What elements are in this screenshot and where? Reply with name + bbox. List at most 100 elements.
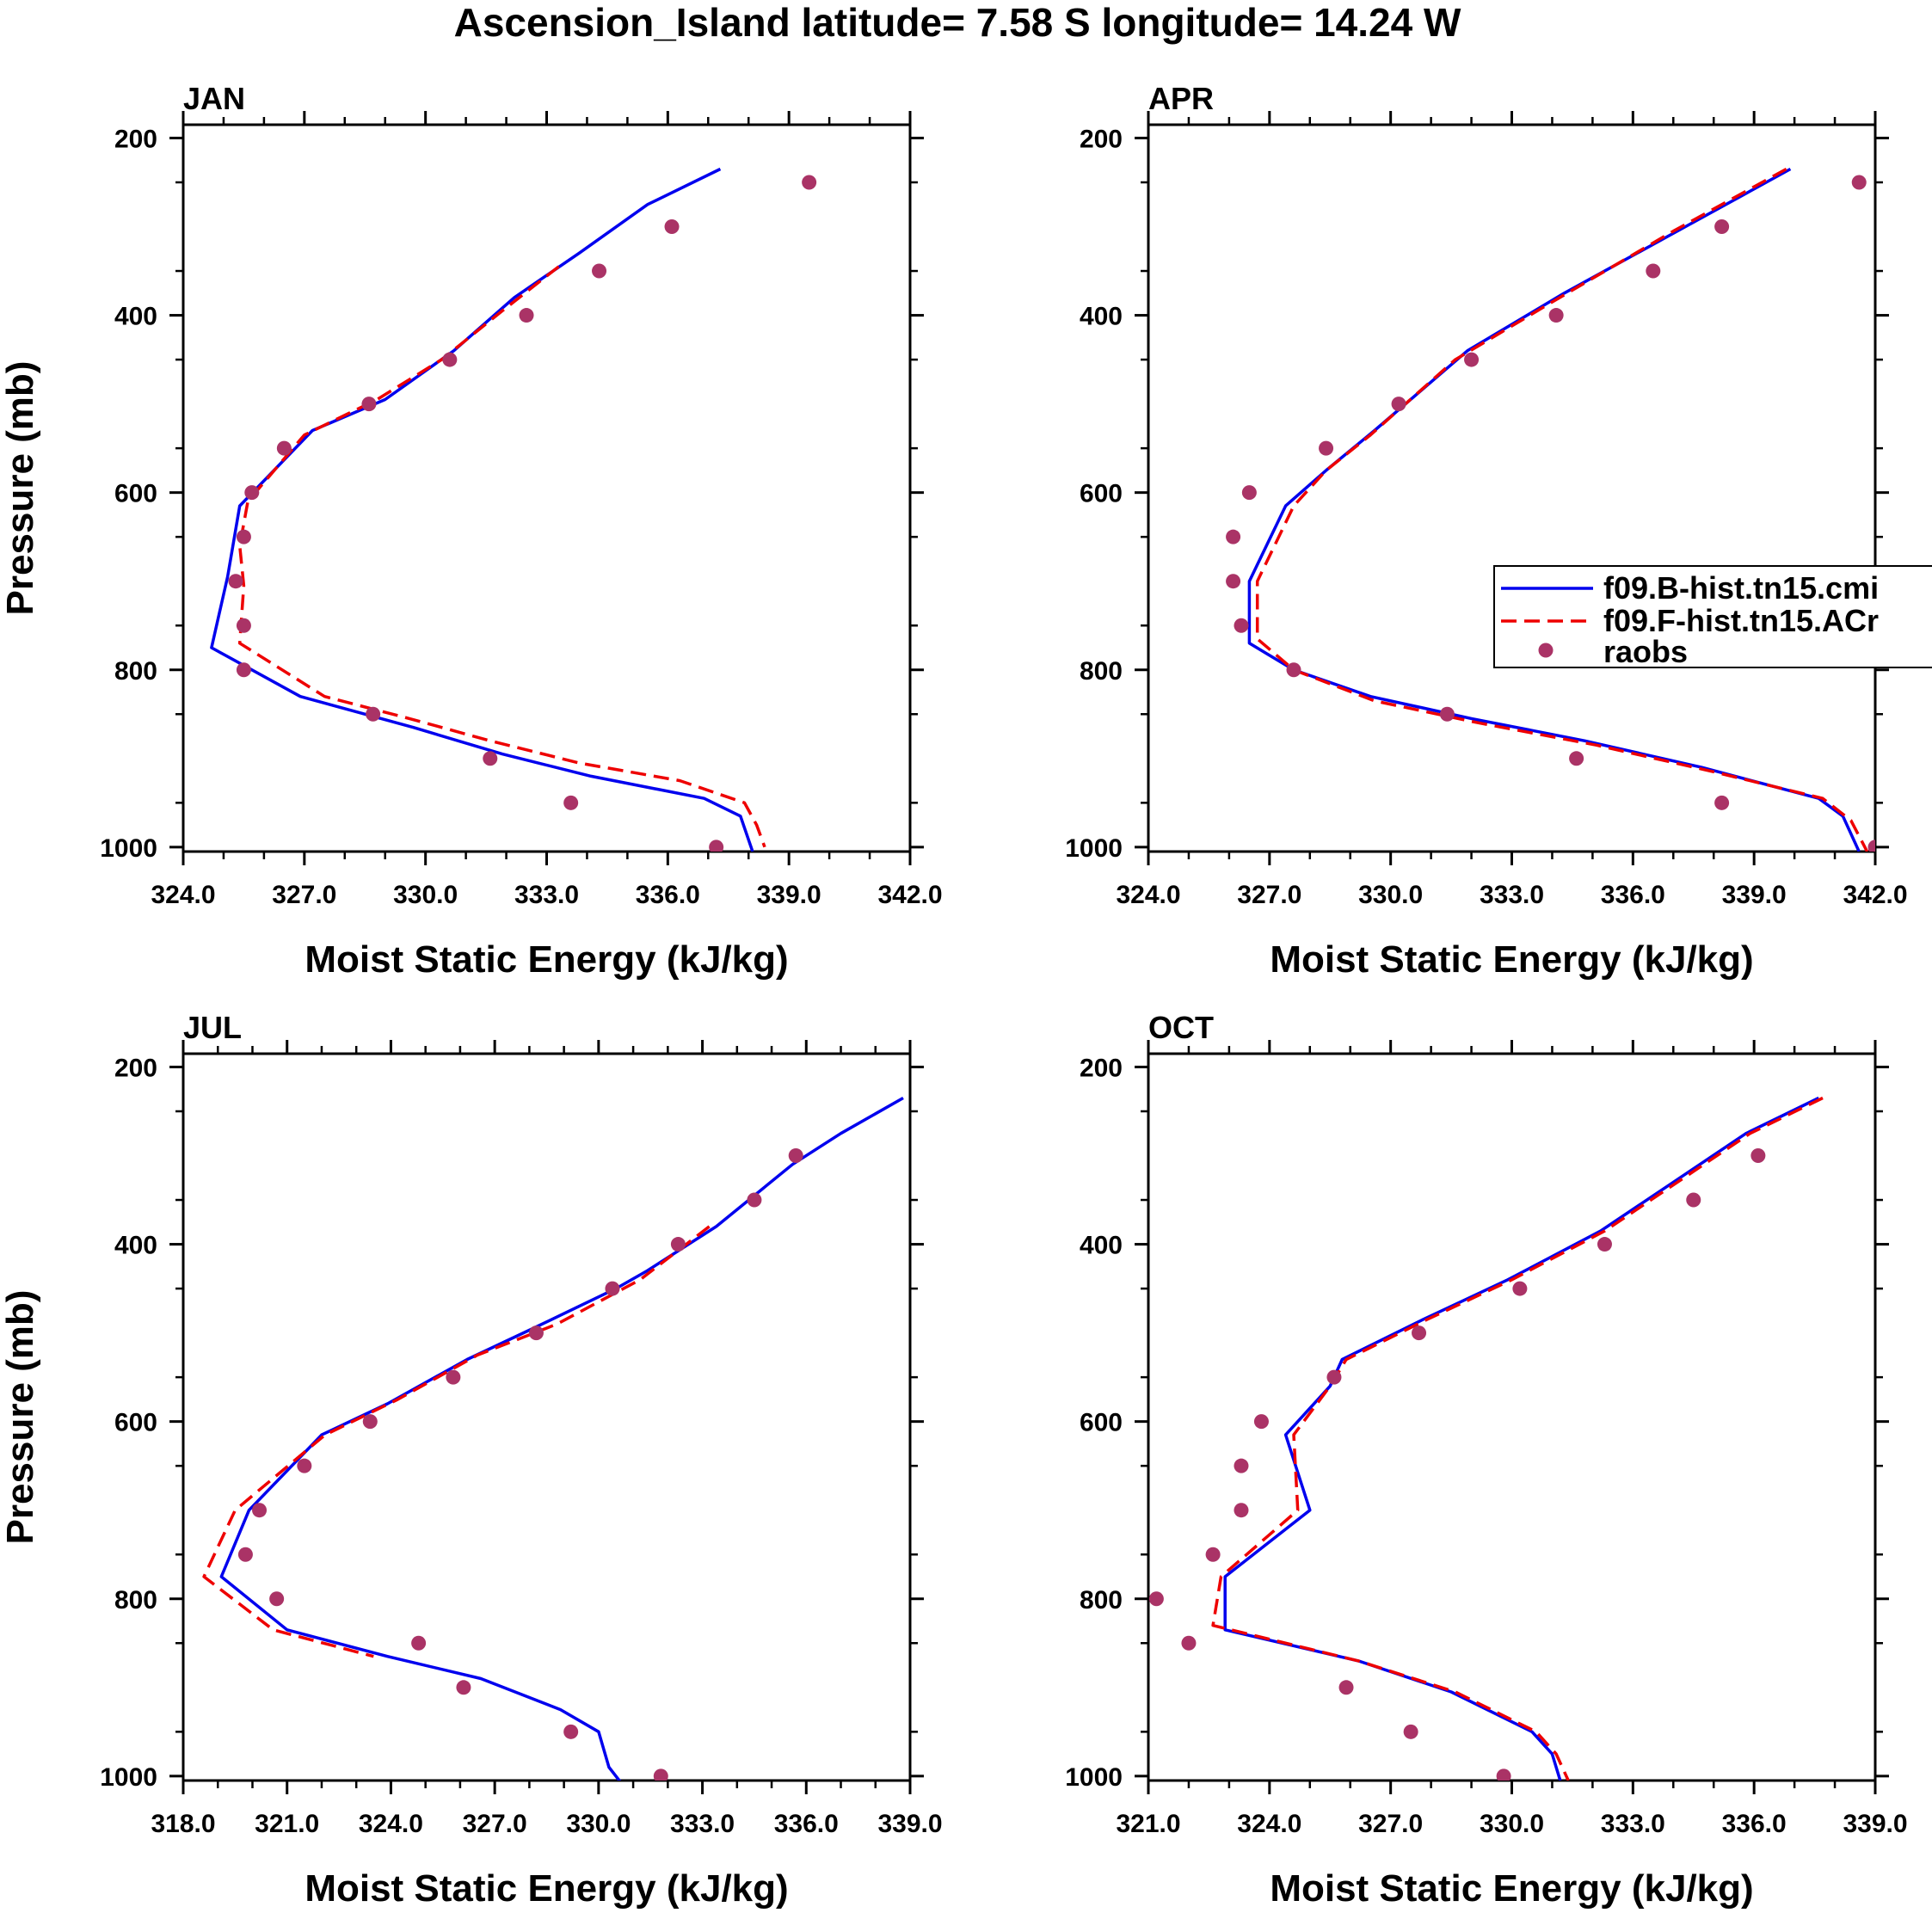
raobs-point <box>1226 529 1241 544</box>
y-tick-label: 1000 <box>1065 834 1123 863</box>
y-tick-label: 200 <box>114 125 157 153</box>
raobs-point <box>670 1237 686 1252</box>
raobs-point <box>1548 308 1564 323</box>
x-tick-label: 327.0 <box>1358 1810 1423 1838</box>
raobs-point <box>366 706 381 722</box>
x-tick-label: 333.0 <box>670 1810 735 1838</box>
y-tick-label: 600 <box>1080 1409 1123 1437</box>
x-tick-label: 336.0 <box>1601 881 1665 909</box>
raobs-point <box>1326 1369 1342 1385</box>
y-tick-label: 400 <box>1080 1232 1123 1260</box>
raobs-point <box>1205 1547 1221 1562</box>
panel-title: APR <box>1148 81 1214 116</box>
raobs-point <box>1464 352 1480 367</box>
raobs-point <box>456 1680 471 1695</box>
raobs-point <box>446 1369 461 1385</box>
raobs-point <box>1512 1281 1528 1296</box>
legend-label: f09.F-hist.tn15.ACr <box>1603 603 1879 638</box>
y-tick-label: 1000 <box>100 834 157 863</box>
raobs-point <box>236 662 251 678</box>
raobs-point <box>252 1503 268 1518</box>
chart-jul: 318.0 321.0 324.0 327.0 330.0 333.0 336.0 339.0… <box>0 1010 943 1910</box>
legend-box <box>1493 565 1932 668</box>
raobs-point <box>1750 1148 1766 1164</box>
y-tick-label: 1000 <box>1065 1763 1123 1792</box>
raobs-point <box>1597 1237 1612 1252</box>
series-group <box>202 1096 904 1781</box>
raobs-point <box>1867 840 1875 852</box>
x-tick-label: 321.0 <box>255 1810 319 1838</box>
raobs-point <box>1496 1768 1511 1781</box>
raobs-point <box>237 1547 253 1562</box>
series-raobs <box>237 1148 803 1781</box>
x-tick-label: 339.0 <box>877 1810 942 1838</box>
raobs-point <box>1686 1192 1701 1208</box>
raobs-point <box>1234 1458 1249 1473</box>
y-tick-label: 800 <box>114 657 157 686</box>
y-tick-label: 200 <box>1080 1054 1123 1082</box>
raobs-point <box>1319 440 1334 456</box>
series-group <box>1148 1096 1824 1781</box>
x-tick-label: 324.0 <box>151 881 215 909</box>
raobs-point <box>1181 1635 1197 1651</box>
raobs-point <box>1714 795 1730 810</box>
x-axis-label: Moist Static Energy (kJ/kg) <box>305 938 788 981</box>
raobs-point <box>244 485 260 501</box>
raobs-point <box>236 529 251 544</box>
x-tick-label: 339.0 <box>1843 1810 1907 1838</box>
x-tick-label: 342.0 <box>1843 881 1907 909</box>
raobs-point <box>1148 1591 1164 1607</box>
raobs-point <box>802 175 817 190</box>
raobs-point <box>442 352 458 367</box>
series-f09-f-hist-tn15-acr <box>237 265 766 848</box>
x-tick-label: 333.0 <box>514 881 579 909</box>
chart-jan: 324.0 327.0 330.0 333.0 336.0 339.0 342.0 200 40… <box>0 81 943 981</box>
raobs-point <box>747 1192 762 1208</box>
y-tick-label: 400 <box>1080 303 1123 331</box>
legend-label: f09.B-hist.tn15.cmi <box>1603 570 1879 606</box>
x-tick-label: 321.0 <box>1116 1810 1180 1838</box>
x-tick-label: 339.0 <box>1722 881 1787 909</box>
raobs-point <box>236 618 251 633</box>
y-tick-label: 200 <box>114 1054 157 1082</box>
raobs-point <box>1286 662 1301 678</box>
y-tick-label: 600 <box>1080 480 1123 508</box>
x-tick-label: 330.0 <box>1480 1810 1544 1838</box>
series-raobs <box>1226 175 1875 852</box>
x-axis-label: Moist Static Energy (kJ/kg) <box>1270 1867 1753 1910</box>
series-f09-b-hist-tn15-cmi <box>219 1096 904 1781</box>
y-tick-label: 400 <box>114 1232 157 1260</box>
y-tick-label: 400 <box>114 303 157 331</box>
raobs-point <box>528 1325 544 1341</box>
x-tick-label: 342.0 <box>877 881 942 909</box>
x-tick-label: 318.0 <box>151 1810 215 1838</box>
x-axis-label: Moist Static Energy (kJ/kg) <box>1270 938 1753 981</box>
raobs-point <box>1851 175 1867 190</box>
raobs-point <box>411 1635 427 1651</box>
series-raobs <box>228 175 817 852</box>
x-tick-label: 333.0 <box>1601 1810 1665 1838</box>
raobs-point <box>483 751 498 766</box>
raobs-point <box>1403 1724 1418 1739</box>
x-tick-label: 336.0 <box>774 1810 839 1838</box>
legend: f09.B-hist.tn15.cmif09.F-hist.tn15.ACrra… <box>1493 565 1932 669</box>
x-tick-label: 330.0 <box>566 1810 631 1838</box>
panel-title: JAN <box>183 81 245 116</box>
plot-frame <box>1147 123 1877 853</box>
series-f09-f-hist-tn15-acr <box>202 1225 711 1658</box>
x-tick-label: 327.0 <box>272 881 336 909</box>
y-axis-label: Pressure (mb) <box>0 1290 41 1545</box>
series-f09-f-hist-tn15-acr <box>1211 1096 1824 1781</box>
y-tick-label: 1000 <box>100 1763 157 1792</box>
y-tick-label: 200 <box>1080 125 1123 153</box>
legend-label: raobs <box>1603 634 1688 669</box>
series-f09-b-hist-tn15-cmi <box>210 167 754 852</box>
series-f09-b-hist-tn15-cmi <box>1247 167 1861 852</box>
raobs-point <box>362 1414 378 1430</box>
raobs-point <box>228 574 243 589</box>
y-tick-label: 800 <box>1080 1586 1123 1615</box>
raobs-point <box>1412 1325 1427 1341</box>
raobs-point <box>1234 618 1249 633</box>
raobs-point <box>563 1724 579 1739</box>
x-tick-label: 330.0 <box>1358 881 1423 909</box>
